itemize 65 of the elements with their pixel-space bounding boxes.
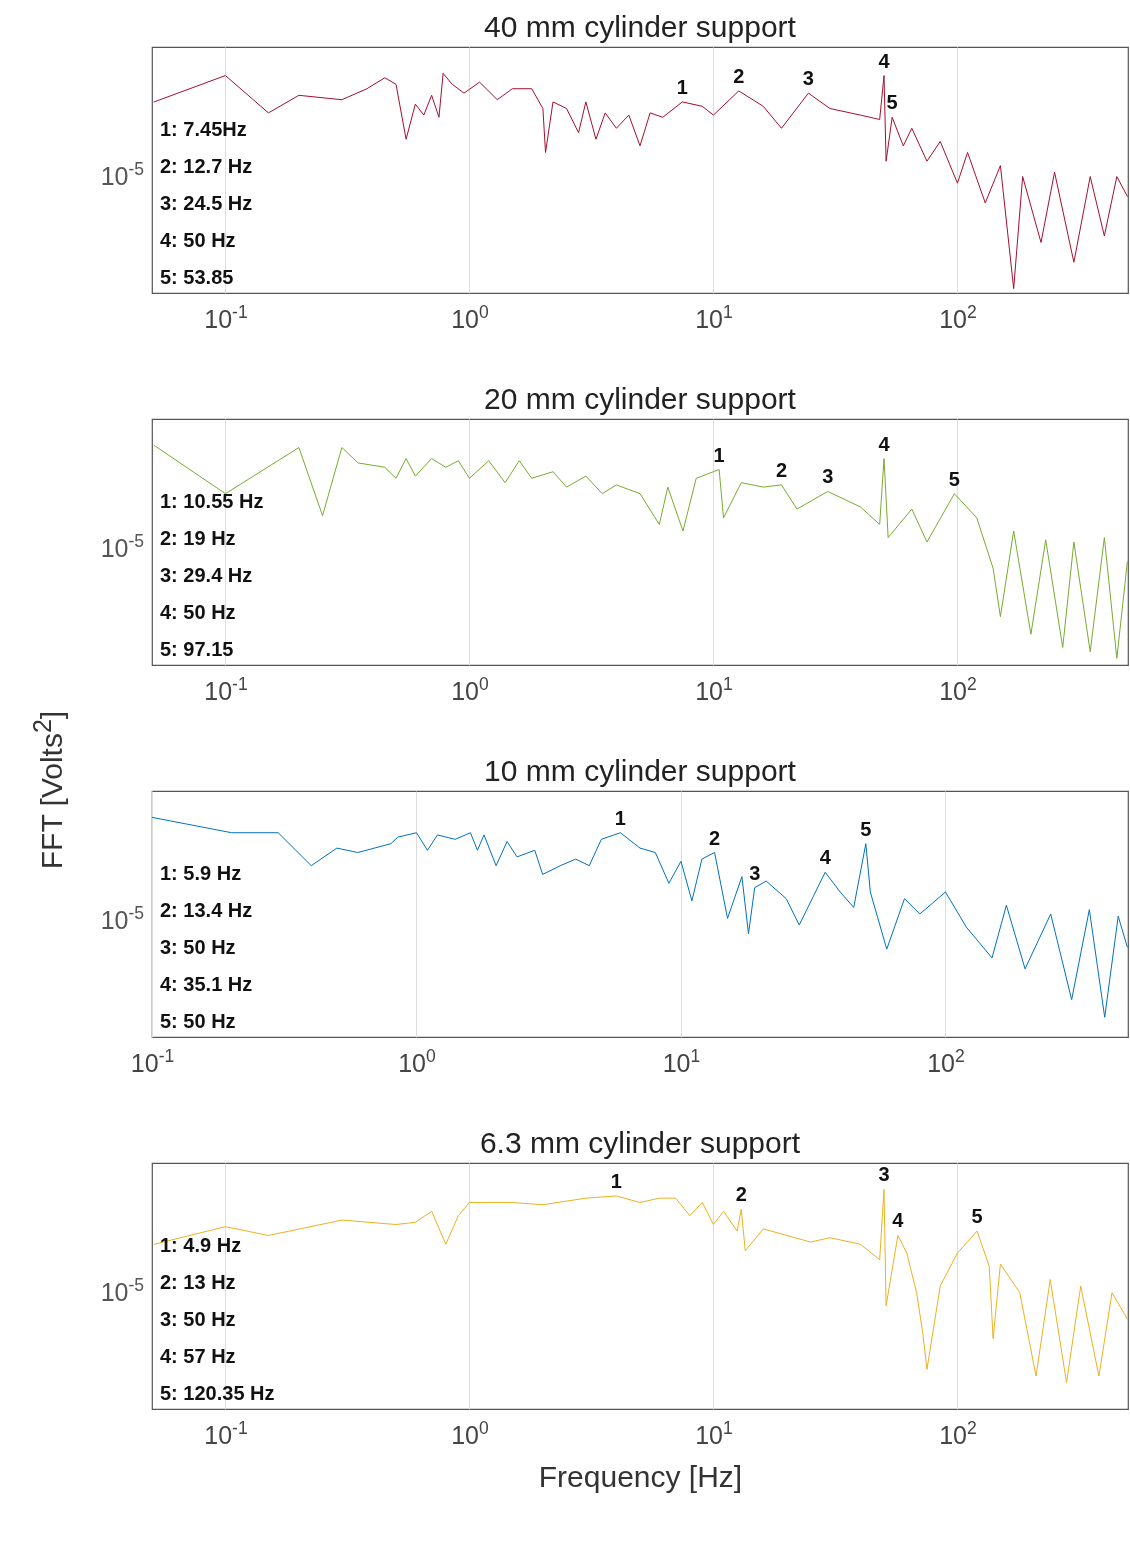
annotation: 1	[676, 75, 688, 98]
annotation: 4: 57 Hz	[160, 1345, 236, 1367]
chart-title: 6.3 mm cylinder support	[479, 1126, 801, 1159]
annotation: 4: 50 Hz	[160, 229, 236, 251]
annotation: 3: 29.4 Hz	[160, 564, 253, 586]
annotation: 1: 4.9 Hz	[160, 1234, 242, 1256]
annotation: 3: 50 Hz	[160, 1308, 236, 1330]
annotation: 2: 19 Hz	[160, 527, 236, 549]
annotation: 5	[860, 817, 872, 840]
x-tick-label: 10$^{1}$	[662, 1045, 701, 1077]
text: 10$^{-5}$	[100, 903, 144, 934]
x-tick-label: 10$^{2}$	[939, 1417, 977, 1449]
annotation: 5	[886, 91, 898, 114]
annotation: 5: 50 Hz	[160, 1010, 236, 1032]
x-axis-title: Frequency [Hz]	[538, 1459, 743, 1493]
annotation: 1	[614, 806, 626, 829]
annotation: 3	[878, 1163, 890, 1186]
x-tick-label: 10$^{2}$	[939, 673, 977, 705]
text: 10$^{-5}$	[100, 531, 144, 562]
chart-title: 10 mm cylinder support	[484, 754, 797, 787]
text: 10$^{-5}$	[100, 159, 144, 190]
x-tick-label: 10$^{-1}$	[130, 1045, 175, 1077]
annotation: 4: 50 Hz	[160, 601, 236, 623]
x-tick-label: 10$^{1}$	[695, 1417, 733, 1449]
annotation: 2	[735, 1183, 747, 1206]
x-tick-label: 10$^{-1}$	[204, 1417, 248, 1449]
x-tick-label: 10$^{2}$	[927, 1045, 965, 1077]
chart-title: 40 mm cylinder support	[484, 10, 797, 43]
annotation: 5: 53.85	[160, 266, 234, 288]
annotation: 1: 5.9 Hz	[160, 862, 242, 884]
x-tick-label: 10$^{0}$	[451, 1417, 489, 1449]
annotation: 4	[892, 1209, 905, 1232]
annotation: 1	[610, 1169, 622, 1192]
annotation: 2: 12.7 Hz	[160, 155, 253, 177]
annotation: 4	[819, 846, 832, 869]
annotation: 1: 10.55 Hz	[160, 490, 264, 512]
x-tick-label: 10$^{0}$	[451, 301, 489, 333]
chart-title: 20 mm cylinder support	[484, 382, 797, 415]
annotation: 1	[713, 443, 725, 466]
annotation: 2	[733, 64, 745, 87]
annotation: 5: 97.15	[160, 638, 234, 660]
x-tick-label: 10$^{1}$	[695, 301, 733, 333]
annotation: 2	[775, 458, 788, 481]
annotation: 4	[878, 432, 891, 455]
annotation: 2: 13 Hz	[160, 1271, 236, 1293]
x-tick-label: 10$^{0}$	[451, 673, 489, 705]
x-tick-label: 10$^{-1}$	[204, 673, 248, 705]
annotation: 5	[948, 467, 960, 490]
annotation: 5	[971, 1205, 983, 1228]
text: 10$^{-5}$	[100, 1275, 144, 1306]
annotation: 4: 35.1 Hz	[160, 973, 253, 995]
annotation: 2	[709, 826, 721, 849]
annotation: 2: 13.4 Hz	[160, 899, 253, 921]
x-tick-label: 10$^{-1}$	[204, 301, 248, 333]
annotation: 3	[802, 67, 814, 90]
x-tick-label: 10$^{0}$	[398, 1045, 437, 1077]
x-tick-label: 10$^{1}$	[695, 673, 733, 705]
annotation: 3: 24.5 Hz	[160, 192, 253, 214]
annotation: 3	[749, 861, 761, 884]
annotation: 1: 7.45Hz	[160, 118, 247, 140]
annotation: 3: 50 Hz	[160, 936, 236, 958]
annotation: 4	[878, 49, 891, 72]
annotation: 3	[822, 465, 834, 488]
annotation: 5: 120.35 Hz	[160, 1382, 275, 1404]
x-tick-label: 10$^{2}$	[939, 301, 977, 333]
